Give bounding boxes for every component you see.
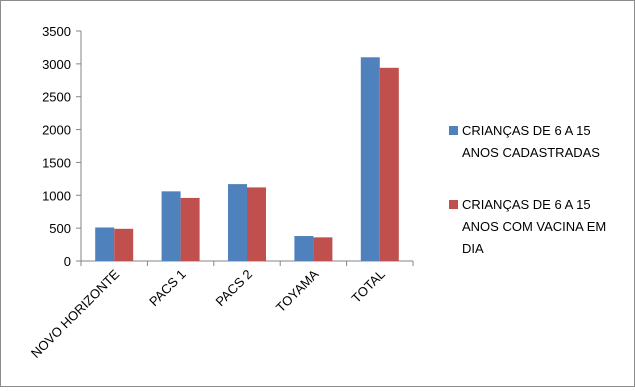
y-tick-label: 1500: [42, 155, 71, 170]
bar-vacina-em-dia: [114, 228, 134, 261]
bar-vacina-em-dia: [379, 67, 399, 261]
y-tick-label: 500: [49, 221, 71, 236]
x-category-label: TOTAL: [349, 267, 388, 306]
y-tick-label: 0: [64, 254, 71, 269]
legend-label: CRIANÇAS DE 6 A 15: [462, 123, 591, 138]
bar-vacina-em-dia: [247, 187, 266, 261]
bars-layer: [95, 57, 399, 262]
bar-cadastradas: [228, 184, 247, 261]
legend: CRIANÇAS DE 6 A 15 ANOS CADASTRADAS CRIANÇ…: [449, 123, 606, 256]
bar-vacina-em-dia: [313, 237, 333, 261]
y-tick-label: 3000: [42, 57, 71, 72]
x-category-label: NOVO HORIZONTE: [28, 266, 123, 361]
bar-cadastradas: [294, 236, 314, 261]
bar-cadastradas: [360, 57, 380, 262]
legend-label: DIA: [462, 241, 484, 256]
bar-cadastradas: [95, 227, 115, 261]
y-tick-label: 2500: [42, 90, 71, 105]
y-tick-label: 3500: [42, 24, 71, 39]
legend-label: ANOS CADASTRADAS: [462, 145, 600, 160]
x-category-label: PACS 2: [212, 267, 255, 310]
axes-layer: [76, 30, 414, 266]
legend-swatch: [449, 200, 458, 209]
y-tick-labels: 0 500 1000 1500 2000 2500 3000 3500: [42, 24, 71, 269]
y-tick-label: 1000: [42, 188, 71, 203]
legend-swatch: [449, 126, 458, 135]
x-category-labels: NOVO HORIZONTE PACS 1 PACS 2 TOYAMA TOTAL: [28, 266, 388, 361]
legend-label: CRIANÇAS DE 6 A 15: [462, 197, 591, 212]
legend-label: ANOS COM VACINA EM: [462, 219, 606, 234]
bar-vacina-em-dia: [180, 197, 200, 261]
bar-cadastradas: [161, 191, 181, 261]
x-category-label: TOYAMA: [273, 266, 322, 315]
x-category-label: PACS 1: [146, 267, 189, 310]
y-tick-label: 2000: [42, 123, 71, 138]
